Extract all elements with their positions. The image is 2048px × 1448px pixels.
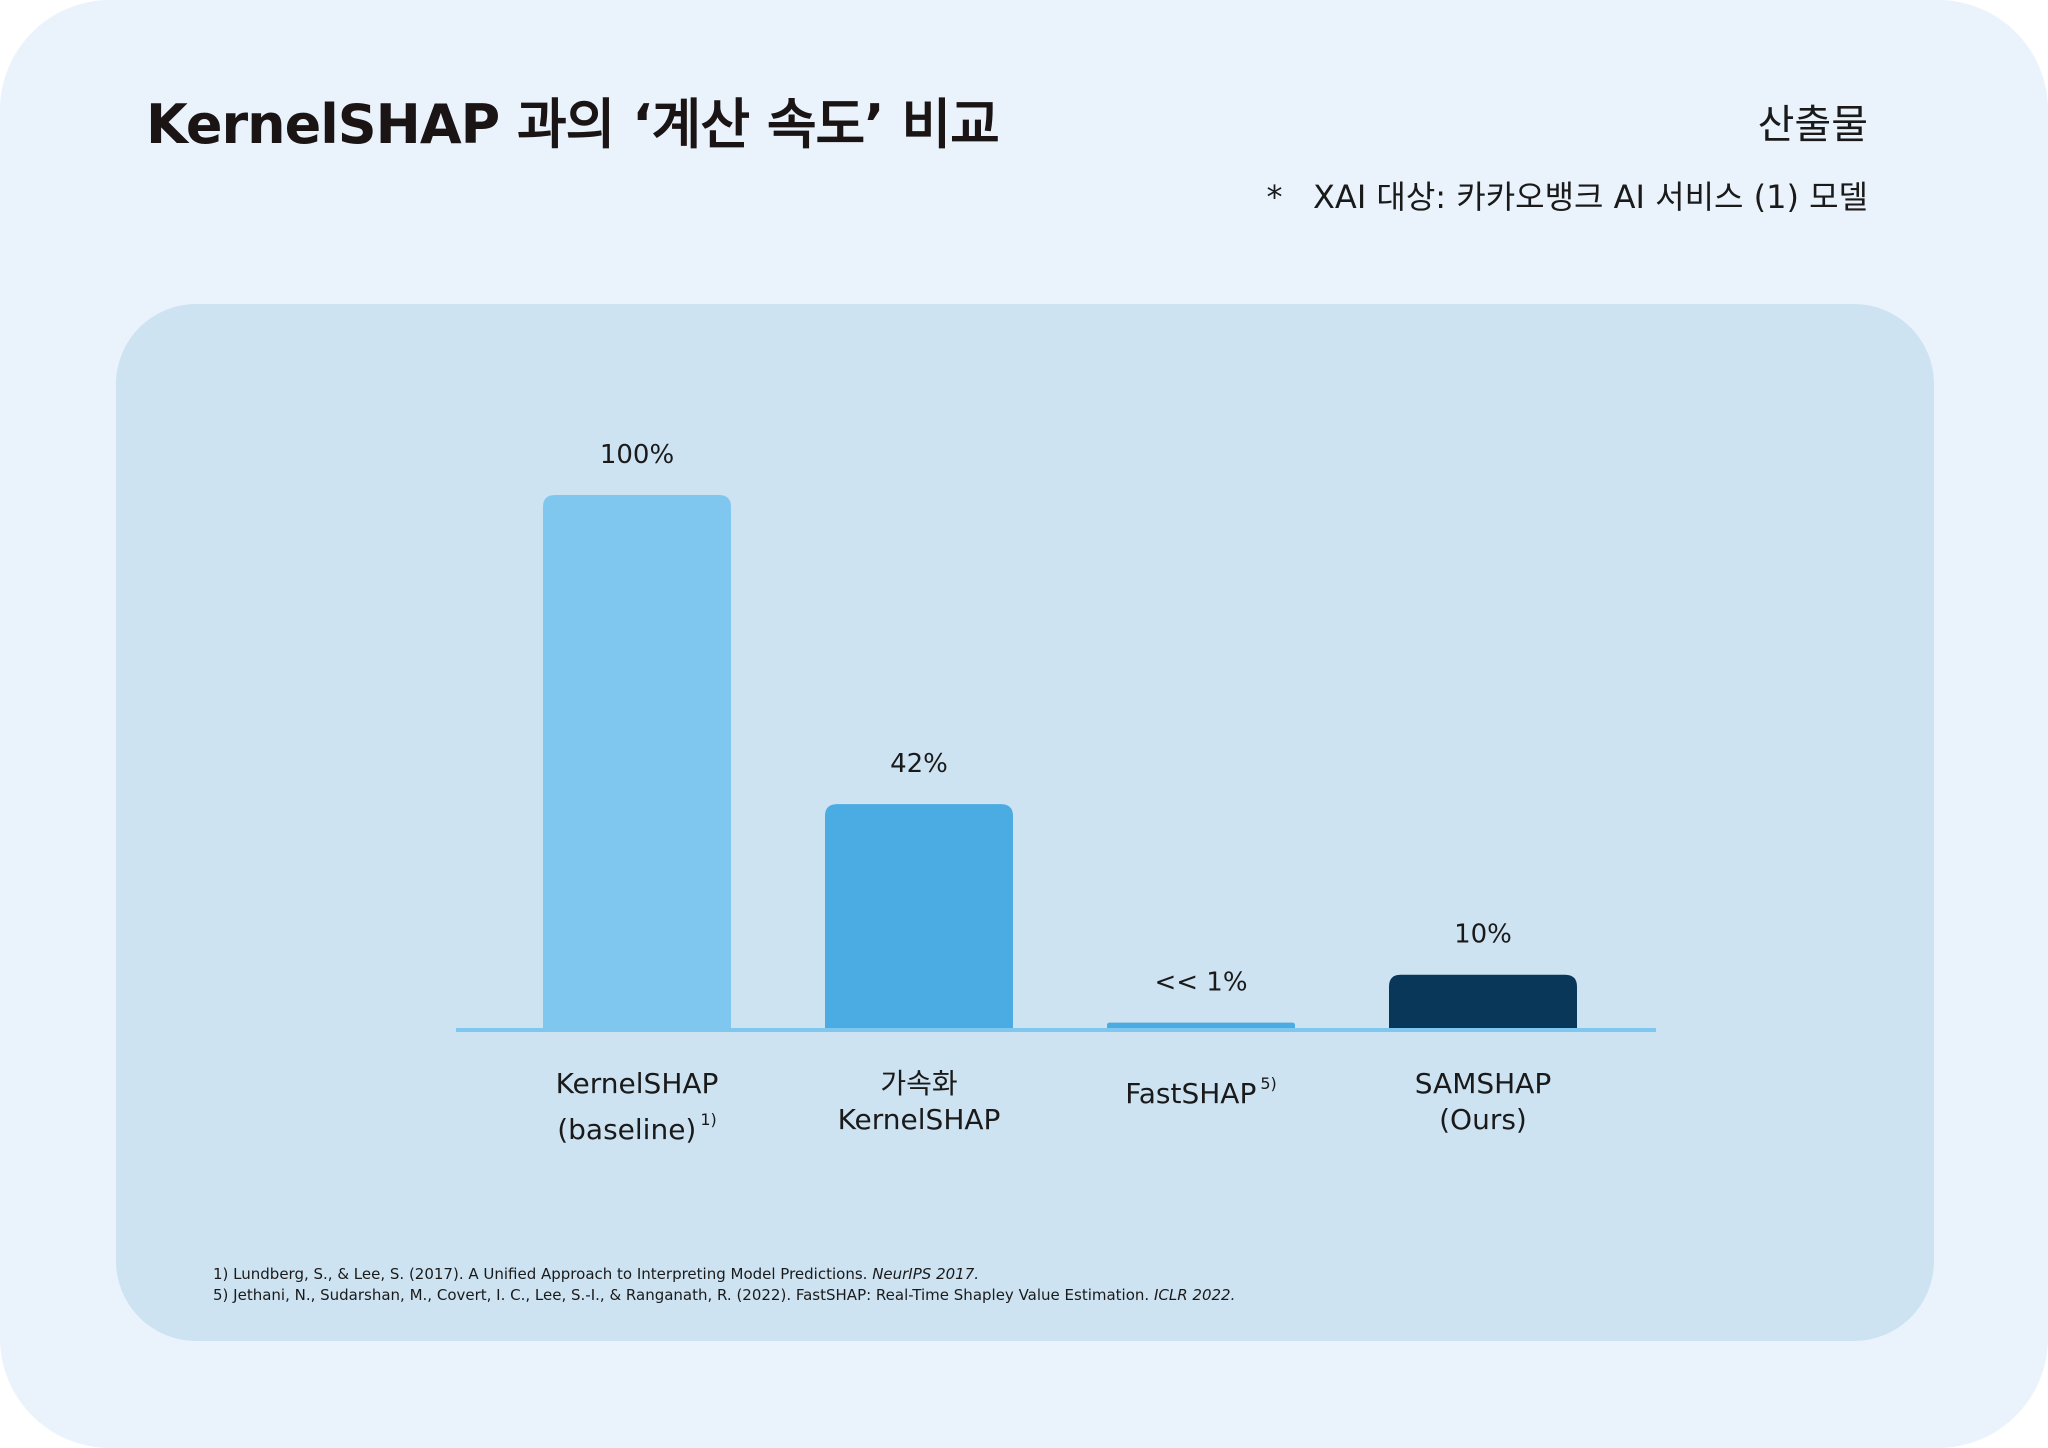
footnote-text: 5) Jethani, N., Sudarshan, M., Covert, I… <box>213 1286 1150 1304</box>
x-tick-text: SAMSHAP (Ours) <box>1414 1067 1552 1136</box>
x-tick-label: SAMSHAP (Ours) <box>1342 1066 1624 1138</box>
footnote: 1) Lundberg, S., & Lee, S. (2017). A Uni… <box>213 1265 979 1283</box>
footnote-text: 1) Lundberg, S., & Lee, S. (2017). A Uni… <box>213 1265 868 1283</box>
value-label: 10% <box>1454 920 1512 950</box>
bar <box>825 804 1013 1028</box>
bar <box>1389 974 1577 1028</box>
footnote-ref: 1) <box>700 1110 717 1129</box>
x-tick-label: FastSHAP 5) <box>1060 1066 1342 1112</box>
x-tick-text: 가속화 KernelSHAP <box>837 1067 1001 1136</box>
chart-panel <box>116 304 1934 1341</box>
footnote-venue: ICLR 2022. <box>1153 1286 1236 1304</box>
bar <box>1107 1022 1295 1028</box>
footnote-venue: NeurIPS 2017. <box>872 1265 980 1283</box>
x-tick-text: FastSHAP <box>1125 1077 1257 1110</box>
footnote: 5) Jethani, N., Sudarshan, M., Covert, I… <box>213 1286 1235 1304</box>
tag: 산출물 <box>1757 102 1868 148</box>
title: KernelSHAP 과의 ‘계산 속도’ 비교 <box>146 93 1000 156</box>
note: * XAI 대상: 카카오뱅크 AI 서비스 (1) 모델 <box>1266 178 1868 216</box>
value-label: << 1% <box>1154 968 1247 998</box>
value-label: 100% <box>600 440 674 470</box>
x-tick-text: KernelSHAP (baseline) <box>555 1067 719 1146</box>
value-label: 42% <box>890 749 948 779</box>
x-tick-label: 가속화 KernelSHAP <box>778 1066 1060 1138</box>
bar <box>543 495 731 1028</box>
x-tick-label: KernelSHAP (baseline) 1) <box>496 1066 778 1148</box>
footnote-ref: 5) <box>1260 1074 1277 1093</box>
